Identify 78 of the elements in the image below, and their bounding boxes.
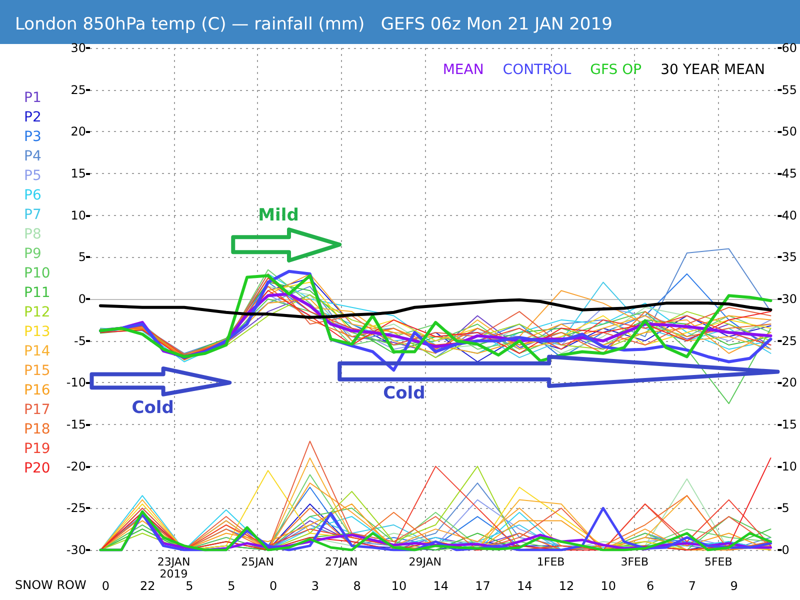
y2-tick-label: 25 [782, 334, 798, 348]
y2-tick-label: 45 [782, 166, 798, 180]
y-tick-label: 30 [70, 41, 86, 55]
y2-tick-label: 5 [782, 501, 790, 516]
text: 5 [186, 579, 194, 593]
y2-tick-label: 40 [782, 208, 798, 222]
text: SNOW ROW [15, 578, 86, 592]
text: 5 [228, 579, 236, 593]
text: 0 [102, 579, 110, 593]
x-tick-label: 23JAN 2019 [157, 556, 190, 580]
y-tick-label: -30 [66, 543, 86, 557]
text: P18 [24, 422, 50, 438]
annotation: Cold [132, 398, 174, 418]
y2-tick-label: 55 [782, 82, 798, 97]
x-tick-label: 1FEB [536, 556, 565, 568]
y-tick-label: 10 [70, 208, 86, 222]
text: 14 [516, 579, 532, 593]
y-tick-label: -5 [74, 334, 86, 348]
text: 0 [269, 579, 278, 593]
y-tick-label: 20 [70, 124, 86, 139]
y-tick-label: 25 [70, 82, 86, 97]
text: P5 [24, 168, 42, 184]
y2-tick-label: 50 [782, 124, 798, 139]
y2-tick-label: 0 [782, 543, 790, 557]
text: 6 [646, 579, 654, 593]
text: P7 [24, 207, 42, 223]
text: P1 [24, 90, 42, 106]
text: P13 [24, 324, 50, 340]
y-tick-label: 0 [78, 292, 86, 306]
annotation: Mild [258, 205, 299, 226]
y-tick-label: 15 [70, 166, 86, 180]
text: 10 [391, 579, 407, 593]
text: 22 [140, 579, 156, 593]
chart-title: London 850hPa temp (C) — rainfall (mm) GEFS 06z Mon 21 JAN 2019 [15, 14, 612, 34]
y-tick-label: -10 [66, 376, 86, 390]
text: 10 [600, 579, 616, 593]
text: CONTROL [502, 62, 572, 78]
text: 9 [730, 579, 738, 593]
x-tick-label: 3FEB [620, 556, 649, 568]
text: 8 [353, 579, 361, 593]
text: 12 [558, 579, 574, 593]
text: P6 [24, 188, 42, 204]
text: 30 YEAR MEAN [660, 62, 766, 78]
text: P9 [24, 246, 42, 262]
x-tick-label: 29JAN [408, 556, 442, 568]
text: P10 [24, 266, 50, 282]
y-tick-label: -25 [66, 501, 86, 516]
x-tick-label: 27JAN [324, 556, 358, 568]
annotation: Cold [383, 384, 426, 404]
text: P19 [24, 441, 50, 457]
text: P14 [24, 344, 50, 360]
y2-tick-label: 35 [782, 250, 798, 264]
y-tick-label: -20 [66, 459, 86, 474]
text: 7 [688, 579, 696, 593]
text: MEAN [442, 62, 484, 78]
x-tick-label: 5FEB [704, 556, 732, 568]
text: P4 [24, 148, 42, 164]
text: P17 [24, 402, 50, 418]
y2-tick-label: 15 [782, 418, 798, 432]
y2-tick-label: 60 [782, 41, 798, 55]
text: P20 [24, 460, 50, 476]
text: P8 [24, 226, 42, 242]
x-tick-label: 25JAN [241, 556, 274, 568]
text: 14 [433, 579, 448, 593]
y2-tick-label: 10 [782, 459, 798, 474]
text: P11 [24, 285, 50, 301]
text: 3 [311, 579, 319, 593]
text: 17 [475, 579, 490, 593]
y-tick-label: -15 [66, 418, 86, 432]
text: P12 [24, 304, 50, 320]
text: P16 [24, 382, 50, 398]
text: P2 [24, 110, 42, 126]
text: GFS OP [590, 62, 642, 78]
y2-tick-label: 30 [782, 292, 798, 306]
y-tick-label: 5 [78, 250, 86, 264]
y2-tick-label: 20 [782, 376, 798, 390]
text: P15 [24, 363, 50, 379]
text: P3 [24, 129, 42, 145]
